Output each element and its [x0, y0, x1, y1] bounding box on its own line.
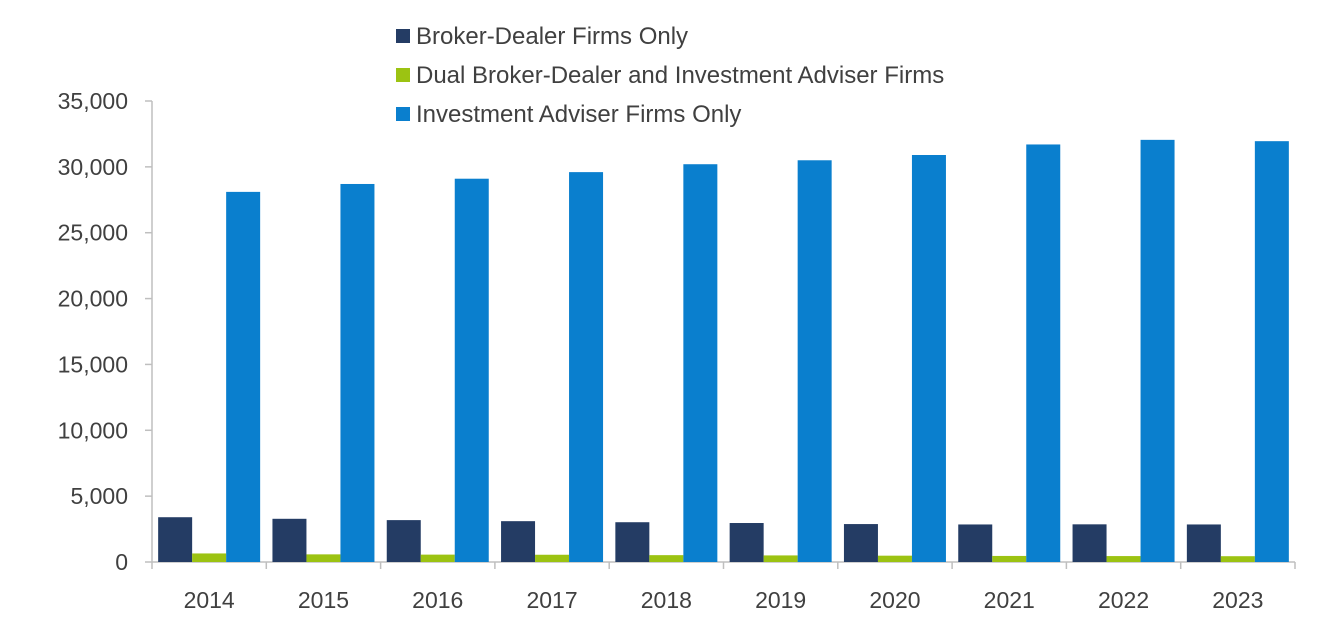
bar-series-1-2016	[420, 554, 455, 562]
y-axis: 0 5,000 10,000 15,000 20,000 25,000 30,000 35,0…	[58, 88, 153, 575]
bar-series-1-2015	[306, 554, 341, 562]
bars	[158, 139, 1289, 563]
x-tick-label: 2019	[755, 587, 806, 613]
bar-series-0-2021	[958, 524, 993, 562]
bar-series-1-2017	[535, 554, 570, 562]
x-tick-label: 2015	[298, 587, 349, 613]
y-tick-label: 30,000	[58, 154, 128, 180]
bar-series-0-2022	[1072, 524, 1107, 562]
y-tick-label: 20,000	[58, 286, 128, 312]
x-axis: 2014 2015 2016 2017 2018 2019 2020 2021 2022 2023	[151, 561, 1296, 613]
legend-swatch	[396, 29, 410, 43]
bar-series-2-2014	[226, 191, 261, 562]
x-tick-label: 2020	[869, 587, 920, 613]
y-tick-label: 5,000	[70, 483, 128, 509]
bar-series-0-2020	[843, 524, 878, 562]
bar-series-1-2014	[192, 553, 227, 562]
bar-series-0-2016	[386, 520, 421, 562]
bar-series-2-2015	[340, 183, 375, 563]
bar-series-1-2022	[1106, 556, 1141, 562]
legend-swatch	[396, 68, 410, 82]
x-tick-label: 2017	[526, 587, 577, 613]
bar-series-1-2019	[763, 555, 798, 562]
legend-label: Investment Adviser Firms Only	[416, 101, 741, 128]
bar-series-0-2015	[272, 518, 307, 562]
bar-series-2-2017	[569, 172, 604, 562]
legend: Broker-Dealer Firms Only Dual Broker-Deal…	[396, 23, 944, 128]
x-tick-label: 2021	[984, 587, 1035, 613]
bar-series-2-2021	[1026, 144, 1061, 563]
y-tick-label: 25,000	[58, 220, 128, 246]
legend-label: Dual Broker-Dealer and Investment Advise…	[416, 62, 944, 89]
bar-series-1-2021	[992, 555, 1027, 562]
bar-series-0-2018	[615, 522, 650, 562]
x-tick-label: 2016	[412, 587, 463, 613]
x-tick-label: 2023	[1212, 587, 1263, 613]
x-tick-label: 2018	[641, 587, 692, 613]
legend-label: Broker-Dealer Firms Only	[416, 23, 688, 50]
legend-swatch	[396, 107, 410, 121]
bar-series-2-2020	[911, 155, 946, 562]
bar-series-1-2023	[1220, 556, 1255, 562]
bar-series-2-2016	[454, 178, 489, 562]
bar-series-0-2017	[501, 521, 536, 562]
bar-series-1-2018	[649, 555, 684, 562]
bar-series-2-2023	[1254, 141, 1289, 562]
bar-series-2-2022	[1140, 139, 1175, 562]
y-tick-label: 0	[115, 549, 128, 575]
bar-series-0-2019	[729, 523, 764, 562]
x-tick-label: 2022	[1098, 587, 1149, 613]
bar-series-0-2014	[158, 517, 193, 562]
bar-series-0-2023	[1186, 524, 1221, 562]
bar-series-2-2018	[683, 164, 718, 563]
y-tick-label: 35,000	[58, 88, 128, 114]
x-tick-label: 2014	[184, 587, 235, 613]
bar-series-2-2019	[797, 160, 832, 562]
y-tick-label: 10,000	[58, 417, 128, 443]
y-tick-label: 15,000	[58, 351, 128, 377]
bar-series-1-2020	[877, 555, 912, 562]
